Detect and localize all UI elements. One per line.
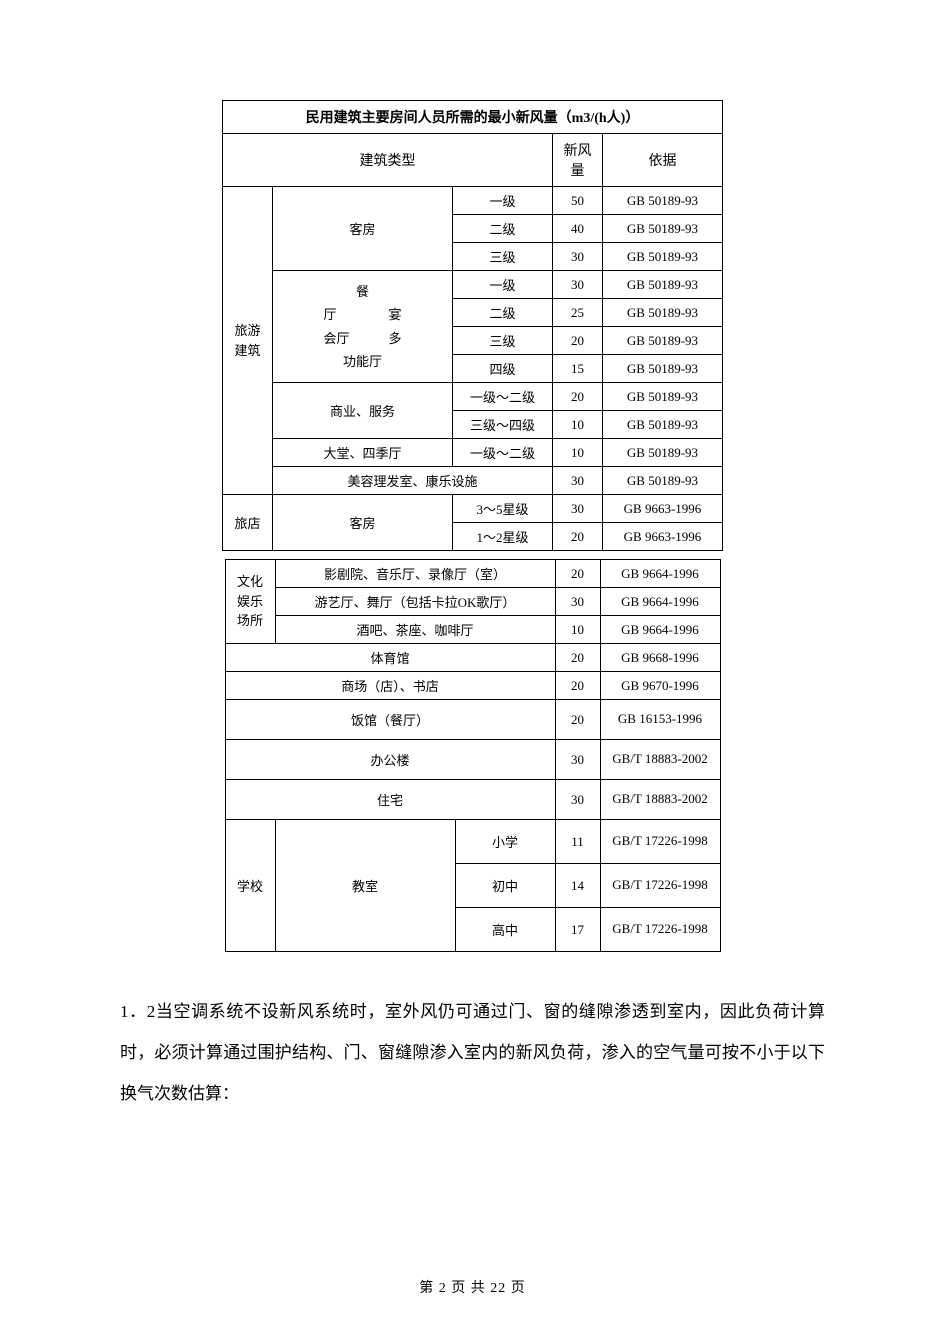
table-cell: 30 [555,780,600,820]
page-footer: 第 2 页 共 22 页 [0,1277,945,1297]
table-cell: 20 [555,560,600,588]
table-cell: 30 [555,588,600,616]
table-cell: GB/T 17226-1998 [600,820,720,864]
table-cell: 体育馆 [225,644,555,672]
table-cell: GB 50189-93 [603,299,723,327]
table-cell: 住宅 [225,780,555,820]
table-cell: 50 [553,187,603,215]
cat1-school: 学校 [225,820,275,952]
table-cell: GB 9663-1996 [603,495,723,523]
cat1-hotel: 旅店 [223,495,273,551]
header-value: 新风量 [553,134,603,187]
footer-total: 22 [490,1281,506,1296]
table-cell: 饭馆（餐厅） [225,700,555,740]
table-cell: GB 9664-1996 [600,616,720,644]
table-cell: 小学 [455,820,555,864]
air-volume-table: 民用建筑主要房间人员所需的最小新风量（m3/(h人)） 建筑类型 新风量 依据 … [222,100,723,551]
table-cell: 四级 [453,355,553,383]
table-cell: GB 9663-1996 [603,523,723,551]
table-cell: 一级～二级 [453,383,553,411]
table-cell: 一级～二级 [453,439,553,467]
table-cell: 17 [555,908,600,952]
table-cell: 14 [555,864,600,908]
footer-page: 2 [439,1281,447,1296]
table-cell: 20 [555,700,600,740]
table-cell: GB 9664-1996 [600,588,720,616]
cat1-culture: 文化娱乐场所 [225,560,275,644]
table-cell: GB 50189-93 [603,439,723,467]
table-cell: GB 50189-93 [603,243,723,271]
table-cell: GB 9664-1996 [600,560,720,588]
cat2-datang: 大堂、四季厅 [273,439,453,467]
cat2-kefang: 客房 [273,187,453,271]
table-cell: 20 [553,523,603,551]
table-cell: 10 [555,616,600,644]
table-cell: 3～5星级 [453,495,553,523]
table-cell: 办公楼 [225,740,555,780]
table-cell: 高中 [455,908,555,952]
table-cell: 20 [555,672,600,700]
table-title: 民用建筑主要房间人员所需的最小新风量（m3/(h人)） [223,101,723,134]
table-cell: GB 50189-93 [603,411,723,439]
table-cell: 30 [553,467,603,495]
body-paragraph: 1．2当空调系统不设新风系统时，室外风仍可通过门、窗的缝隙渗透到室内，因此负荷计… [120,992,825,1114]
table-cell: 30 [553,243,603,271]
table-cell: 20 [553,383,603,411]
table-cell: GB 9668-1996 [600,644,720,672]
table-cell: GB 50189-93 [603,271,723,299]
table-cell: 15 [553,355,603,383]
table-cell: GB 50189-93 [603,327,723,355]
table-cell: GB/T 18883-2002 [600,740,720,780]
canting-line4: 功能厅 [343,354,382,369]
table-cell: 10 [553,411,603,439]
header-basis: 依据 [603,134,723,187]
table-cell: 三级～四级 [453,411,553,439]
table-cell: 30 [553,271,603,299]
table-cell: GB 9670-1996 [600,672,720,700]
footer-prefix: 第 [419,1281,434,1296]
table-cell: GB 50189-93 [603,383,723,411]
table-cell: 三级 [453,243,553,271]
footer-mid: 页 共 [451,1281,486,1296]
table-cell: 1～2星级 [453,523,553,551]
table-cell: 40 [553,215,603,243]
table-cell: 游艺厅、舞厅（包括卡拉OK歌厅） [275,588,555,616]
table-cell: 一级 [453,187,553,215]
cat2-classroom: 教室 [275,820,455,952]
table-cell: 20 [555,644,600,672]
cat2-meirong: 美容理发室、康乐设施 [273,467,553,495]
cat1-tourism: 旅游建筑 [223,187,273,495]
table-cell: 30 [553,495,603,523]
table-cell: GB/T 18883-2002 [600,780,720,820]
table-cell: 商场（店）、书店 [225,672,555,700]
table-cell: 二级 [453,299,553,327]
table-cell: 30 [555,740,600,780]
table-cell: 酒吧、茶座、咖啡厅 [275,616,555,644]
table-cell: 三级 [453,327,553,355]
table-cell: 初中 [455,864,555,908]
table-cell: GB 50189-93 [603,215,723,243]
table-cell: GB 16153-1996 [600,700,720,740]
footer-suffix: 页 [511,1281,526,1296]
canting-line3: 会厅 多 [323,331,401,346]
table-cell: GB 50189-93 [603,187,723,215]
table-cell: GB 50189-93 [603,355,723,383]
table-cell: 影剧院、音乐厅、录像厅（室） [275,560,555,588]
table-cell: 25 [553,299,603,327]
canting-line2: 厅 宴 [323,307,401,322]
header-type: 建筑类型 [223,134,553,187]
table-cell: 11 [555,820,600,864]
table-cell: 10 [553,439,603,467]
cat2-hotel-kefang: 客房 [273,495,453,551]
air-volume-table-cont: 文化娱乐场所 影剧院、音乐厅、录像厅（室） 20 GB 9664-1996 游艺… [225,559,721,952]
table-cell: GB/T 17226-1998 [600,864,720,908]
table-cell: GB 50189-93 [603,467,723,495]
cat2-shangye: 商业、服务 [273,383,453,439]
table-cell: 二级 [453,215,553,243]
table-cell: 一级 [453,271,553,299]
table-cell: 20 [553,327,603,355]
table-cell: GB/T 17226-1998 [600,908,720,952]
canting-line1: 餐 [356,284,369,299]
cat2-canting: 餐 厅 宴 会厅 多 功能厅 [273,271,453,383]
